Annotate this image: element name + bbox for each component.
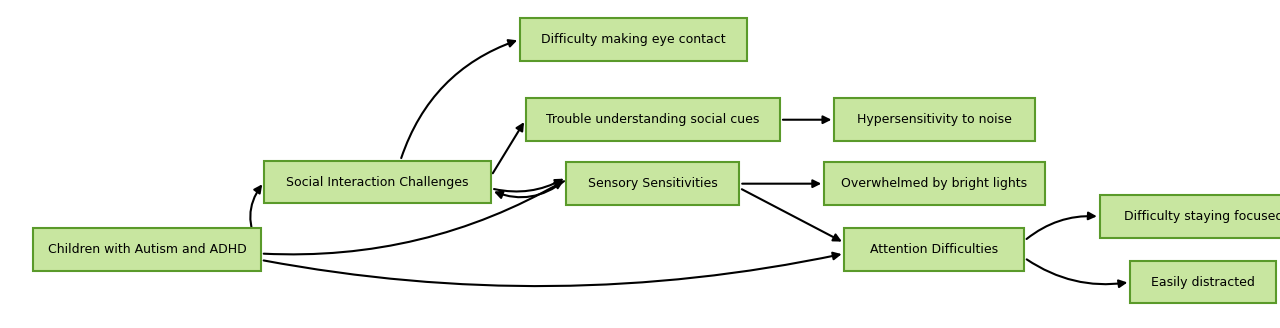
Text: Social Interaction Challenges: Social Interaction Challenges bbox=[287, 175, 468, 189]
Text: Difficulty staying focused: Difficulty staying focused bbox=[1124, 210, 1280, 223]
FancyBboxPatch shape bbox=[264, 161, 492, 203]
Text: Attention Difficulties: Attention Difficulties bbox=[870, 243, 998, 256]
Text: Children with Autism and ADHD: Children with Autism and ADHD bbox=[47, 243, 247, 256]
Text: Hypersensitivity to noise: Hypersensitivity to noise bbox=[858, 113, 1011, 126]
FancyBboxPatch shape bbox=[1130, 261, 1276, 303]
Text: Overwhelmed by bright lights: Overwhelmed by bright lights bbox=[841, 177, 1028, 190]
FancyBboxPatch shape bbox=[835, 98, 1034, 141]
FancyBboxPatch shape bbox=[845, 228, 1024, 271]
Text: Trouble understanding social cues: Trouble understanding social cues bbox=[547, 113, 759, 126]
Text: Difficulty making eye contact: Difficulty making eye contact bbox=[541, 33, 726, 46]
FancyBboxPatch shape bbox=[1100, 195, 1280, 238]
Text: Sensory Sensitivities: Sensory Sensitivities bbox=[588, 177, 718, 190]
FancyBboxPatch shape bbox=[566, 162, 740, 205]
FancyBboxPatch shape bbox=[824, 162, 1044, 205]
FancyBboxPatch shape bbox=[520, 18, 748, 61]
Text: Easily distracted: Easily distracted bbox=[1151, 276, 1256, 289]
FancyBboxPatch shape bbox=[526, 98, 780, 141]
FancyBboxPatch shape bbox=[33, 228, 261, 271]
